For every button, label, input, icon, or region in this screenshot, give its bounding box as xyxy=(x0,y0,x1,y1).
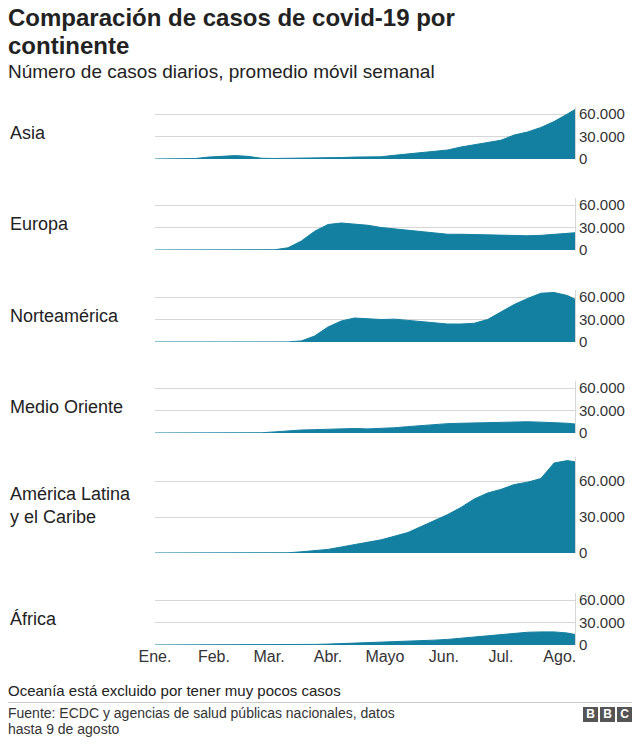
svg-text:0: 0 xyxy=(579,150,587,167)
html-text:Comparación de casos de covid-: Comparación de casos de covid-19 por con… xyxy=(8,4,455,59)
svg-text:0: 0 xyxy=(579,241,587,258)
html-text:B: B xyxy=(603,707,612,721)
svg-text:Feb.: Feb. xyxy=(198,648,230,665)
svg-text:Norteamérica: Norteamérica xyxy=(10,306,119,326)
svg-text:30.000: 30.000 xyxy=(579,128,625,145)
html-text:C: C xyxy=(620,707,629,721)
svg-text:0: 0 xyxy=(579,333,587,350)
svg-text:América Latinay el Caribe: América Latinay el Caribe xyxy=(10,484,131,527)
svg-text:30.000: 30.000 xyxy=(579,402,625,419)
svg-text:60.000: 60.000 xyxy=(579,196,625,213)
svg-text:Europa: Europa xyxy=(10,214,69,234)
svg-text:Medio Oriente: Medio Oriente xyxy=(10,397,123,417)
svg-text:Mar.: Mar. xyxy=(253,648,284,665)
svg-text:Mayo: Mayo xyxy=(365,648,404,665)
svg-text:0: 0 xyxy=(579,544,587,561)
svg-text:Asia: Asia xyxy=(10,123,46,143)
svg-text:60.000: 60.000 xyxy=(579,472,625,489)
html-text:Número de casos diarios, prome: Número de casos diarios, promedio móvil … xyxy=(8,61,435,82)
svg-text:30.000: 30.000 xyxy=(579,508,625,525)
svg-text:60.000: 60.000 xyxy=(579,379,625,396)
html-text:B: B xyxy=(586,707,595,721)
svg-text:Jul.: Jul. xyxy=(488,648,513,665)
svg-text:60.000: 60.000 xyxy=(579,591,625,608)
svg-text:60.000: 60.000 xyxy=(579,105,625,122)
svg-text:Ago.: Ago. xyxy=(543,648,576,665)
svg-text:Abr.: Abr. xyxy=(314,648,342,665)
svg-text:0: 0 xyxy=(579,424,587,441)
svg-text:Jun.: Jun. xyxy=(429,648,459,665)
svg-text:30.000: 30.000 xyxy=(579,219,625,236)
svg-text:Ene.: Ene. xyxy=(139,648,172,665)
html-text:Fuente: ECDC y agencias de sal: Fuente: ECDC y agencias de salud pública… xyxy=(8,705,395,737)
svg-text:0: 0 xyxy=(579,636,587,653)
html-text:Oceanía está excluido por tene: Oceanía está excluido por tener muy poco… xyxy=(8,682,341,699)
svg-text:30.000: 30.000 xyxy=(579,614,625,631)
svg-text:30.000: 30.000 xyxy=(579,311,625,328)
svg-text:60.000: 60.000 xyxy=(579,288,625,305)
svg-text:África: África xyxy=(10,609,57,629)
